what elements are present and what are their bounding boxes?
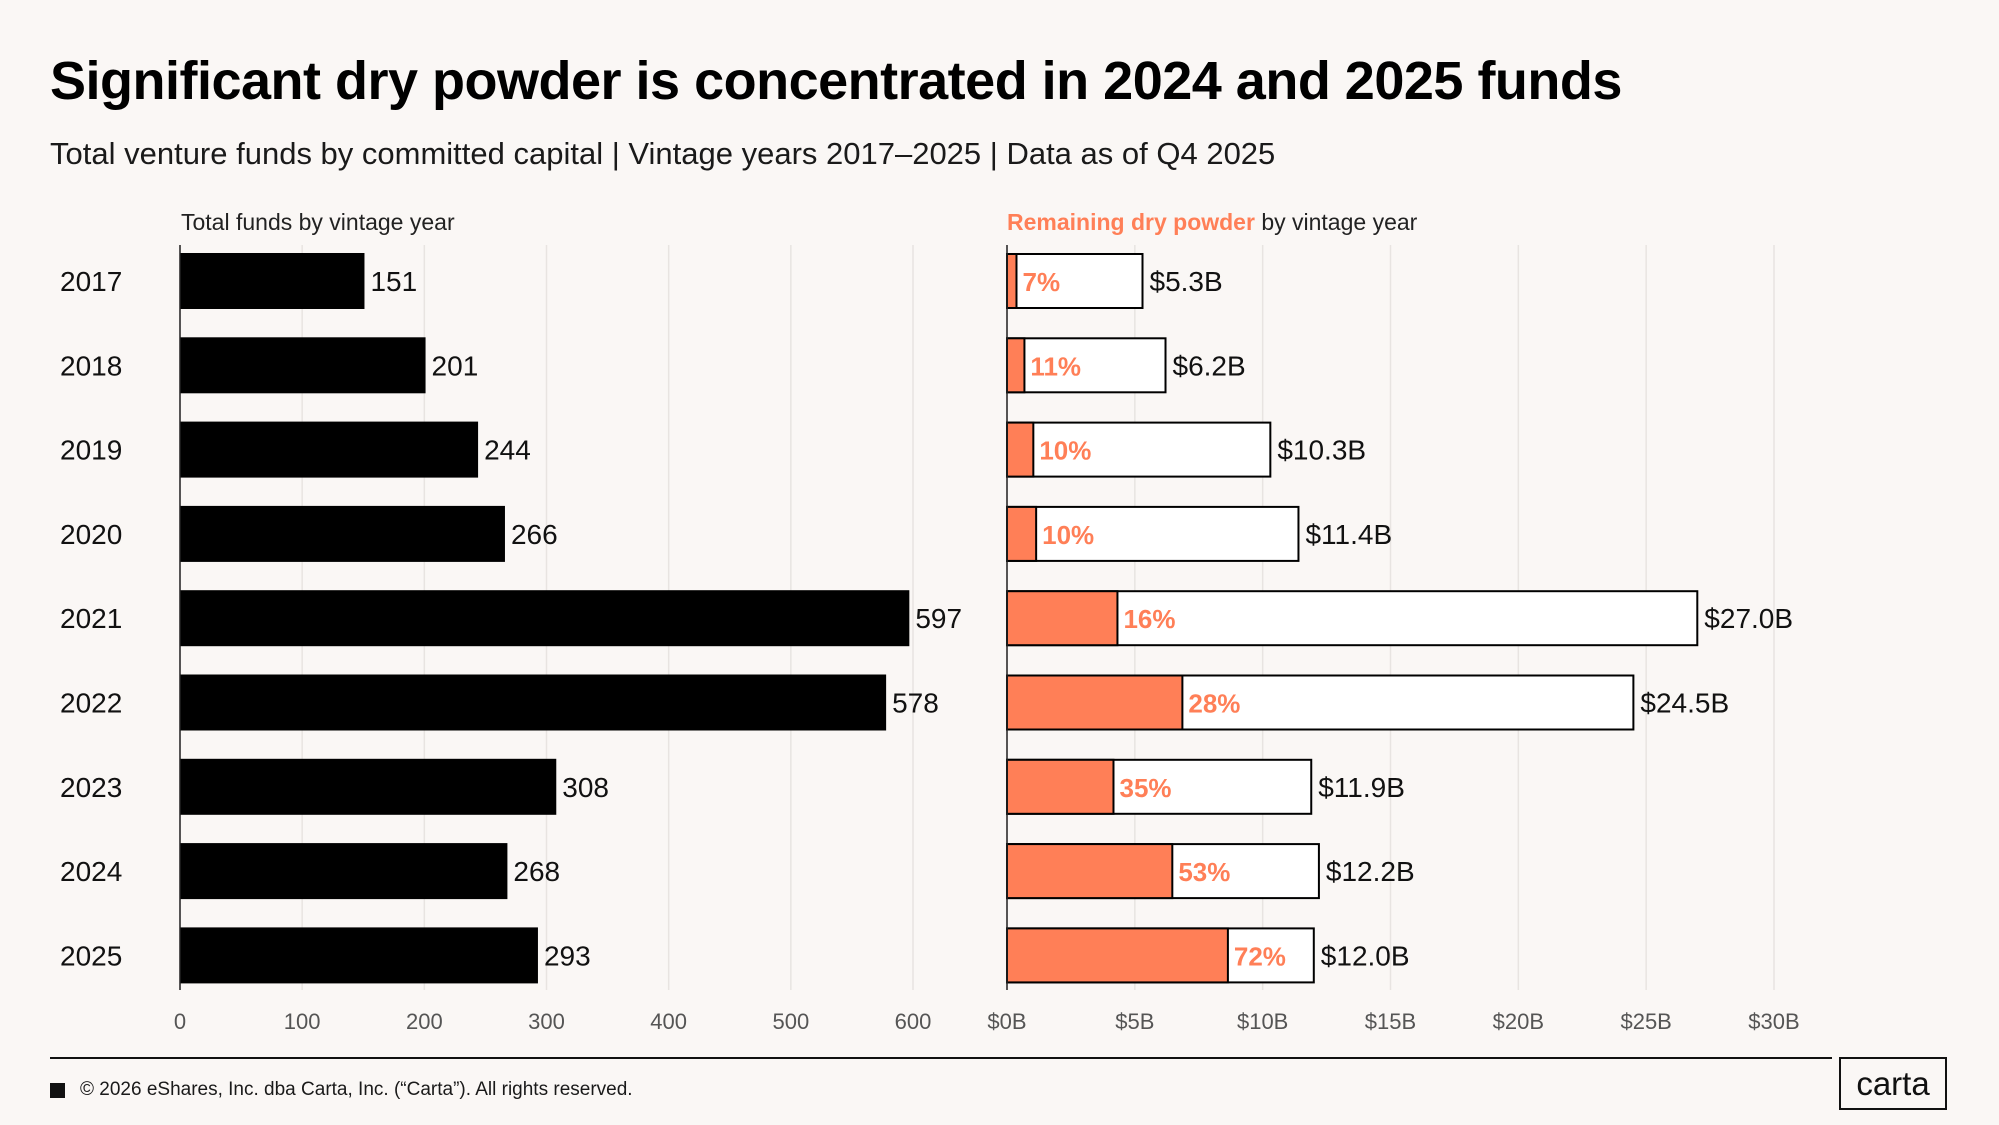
right-pct-label: 10% (1042, 520, 1094, 550)
right-total-bar (1006, 253, 1144, 309)
carta-logo: carta (1839, 1057, 1947, 1110)
y-category-label: 2019 (60, 435, 122, 466)
right-x-tick-label: $0B (987, 1009, 1026, 1034)
right-x-tick-label: $10B (1237, 1009, 1288, 1034)
right-total-bar (1006, 505, 1300, 562)
left-bar-value-label: 266 (511, 519, 558, 550)
left-bar (180, 337, 426, 394)
left-bar (180, 253, 365, 309)
right-total-bar (1006, 337, 1167, 394)
left-bar-value-label: 244 (484, 435, 531, 466)
left-bar (180, 758, 557, 815)
left-bar (180, 927, 538, 984)
left-x-tick-label: 100 (284, 1009, 321, 1034)
right-pct-label: 53% (1178, 857, 1230, 887)
footer-square-icon (50, 1083, 65, 1098)
right-total-label: $11.4B (1305, 519, 1392, 550)
right-chart-title-highlight: Remaining dry powder (1007, 209, 1255, 235)
right-total-label: $10.3B (1277, 435, 1366, 466)
y-category-label: 2020 (60, 519, 122, 550)
right-dry-powder-bar (1006, 421, 1035, 478)
right-dry-powder-bar (1006, 337, 1026, 394)
left-bar-value-label: 268 (513, 856, 560, 887)
right-chart-title: Remaining dry powder by vintage year (1007, 209, 1418, 235)
left-bar-value-label: 578 (892, 688, 939, 719)
chart-title: Significant dry powder is concentrated i… (50, 51, 1622, 111)
left-bar-value-label: 293 (544, 940, 591, 971)
right-x-tick-label: $5B (1115, 1009, 1154, 1034)
left-x-tick-label: 400 (650, 1009, 687, 1034)
right-chart-title-rest: by vintage year (1255, 209, 1418, 235)
right-pct-label: 35% (1119, 773, 1171, 803)
right-dry-powder-bar (1006, 505, 1038, 562)
right-x-tick-label: $25B (1620, 1009, 1671, 1034)
right-total-label: $27.0B (1704, 603, 1793, 634)
right-pct-label: 16% (1123, 604, 1175, 634)
footer-divider (50, 1057, 1832, 1059)
y-category-label: 2025 (60, 940, 122, 971)
right-total-label: $12.2B (1326, 856, 1415, 887)
left-x-tick-label: 300 (528, 1009, 565, 1034)
right-dry-powder-bar (1006, 253, 1018, 309)
y-category-label: 2021 (60, 603, 122, 634)
y-category-label: 2022 (60, 688, 122, 719)
left-bar (180, 590, 910, 647)
right-pct-label: 7% (1022, 267, 1060, 297)
right-total-label: $12.0B (1321, 940, 1410, 971)
right-pct-label: 10% (1039, 436, 1091, 466)
left-bar-value-label: 151 (370, 266, 417, 297)
right-dry-powder-bar (1006, 674, 1184, 731)
y-category-label: 2017 (60, 266, 122, 297)
left-bar (180, 674, 887, 731)
right-total-bar (1006, 590, 1699, 647)
left-bar-value-label: 201 (432, 350, 479, 381)
y-category-label: 2024 (60, 856, 122, 887)
right-total-label: $6.2B (1173, 350, 1246, 381)
right-dry-powder-bar (1006, 843, 1174, 900)
right-pct-label: 11% (1030, 351, 1081, 381)
right-x-tick-label: $20B (1493, 1009, 1544, 1034)
right-total-label: $11.9B (1318, 772, 1405, 803)
left-bar-value-label: 597 (915, 603, 962, 634)
y-category-label: 2018 (60, 350, 122, 381)
right-total-bar (1006, 421, 1272, 478)
right-dry-powder-bar (1006, 758, 1115, 815)
right-total-label: $5.3B (1150, 266, 1223, 297)
right-x-tick-label: $30B (1748, 1009, 1799, 1034)
left-bar (180, 843, 508, 900)
left-x-tick-label: 200 (406, 1009, 443, 1034)
right-dry-powder-bar (1006, 590, 1119, 647)
left-bar (180, 421, 479, 478)
right-total-label: $24.5B (1640, 688, 1729, 719)
y-category-label: 2023 (60, 772, 122, 803)
chart-subtitle: Total venture funds by committed capital… (50, 136, 1276, 171)
footer-copyright: © 2026 eShares, Inc. dba Carta, Inc. (“C… (80, 1079, 633, 1100)
right-x-tick-label: $15B (1365, 1009, 1416, 1034)
left-bar-value-label: 308 (562, 772, 609, 803)
left-chart-title: Total funds by vintage year (181, 209, 455, 235)
left-bar (180, 505, 505, 562)
left-x-tick-label: 600 (895, 1009, 932, 1034)
right-dry-powder-bar (1006, 927, 1229, 984)
right-pct-label: 28% (1188, 689, 1240, 719)
left-x-tick-label: 0 (174, 1009, 186, 1034)
left-x-tick-label: 500 (772, 1009, 809, 1034)
right-pct-label: 72% (1234, 941, 1286, 971)
